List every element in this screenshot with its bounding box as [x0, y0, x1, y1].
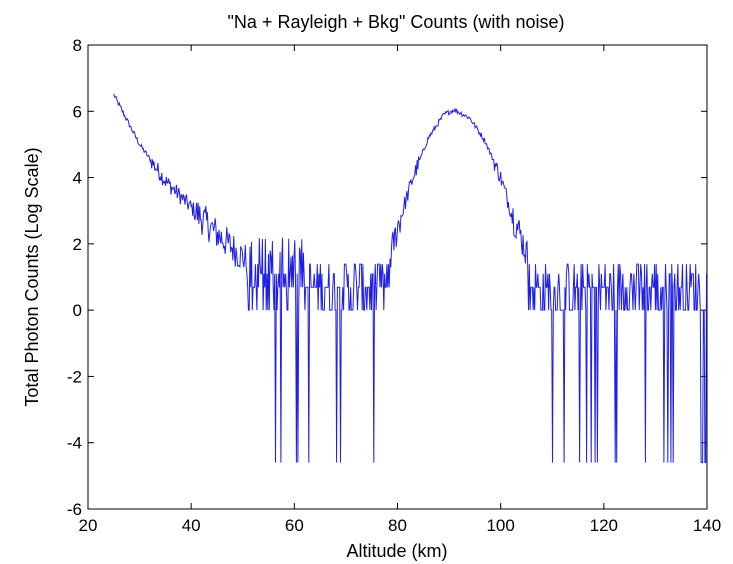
y-tick-label: -2: [67, 367, 82, 386]
y-tick-label: -4: [67, 434, 82, 453]
plot-area: [87, 44, 708, 510]
y-tick-label: 8: [73, 36, 82, 55]
y-tick-label: 6: [73, 102, 82, 121]
x-tick-label: 60: [285, 516, 304, 535]
x-tick-label: 140: [693, 516, 721, 535]
x-tick-label: 80: [388, 516, 407, 535]
series-line: [113, 93, 707, 464]
x-tick-label: 20: [79, 516, 98, 535]
y-tick-label: -6: [67, 500, 82, 519]
x-tick-label: 40: [182, 516, 201, 535]
x-tick-label: 120: [590, 516, 618, 535]
series-group: [113, 93, 707, 464]
y-tick-label: 4: [73, 169, 82, 188]
x-tick-label: 100: [486, 516, 514, 535]
y-tick-label: 2: [73, 235, 82, 254]
chart-title: "Na + Rayleigh + Bkg" Counts (with noise…: [228, 12, 565, 32]
y-tick-label: 0: [73, 301, 82, 320]
y-axis-label: Total Photon Counts (Log Scale): [22, 147, 42, 406]
x-axis-label: Altitude (km): [346, 541, 447, 561]
axis-ticks: 20 40 60 80 100 120 140 -6 -4 -2 0 2 4 6 8: [67, 36, 721, 535]
